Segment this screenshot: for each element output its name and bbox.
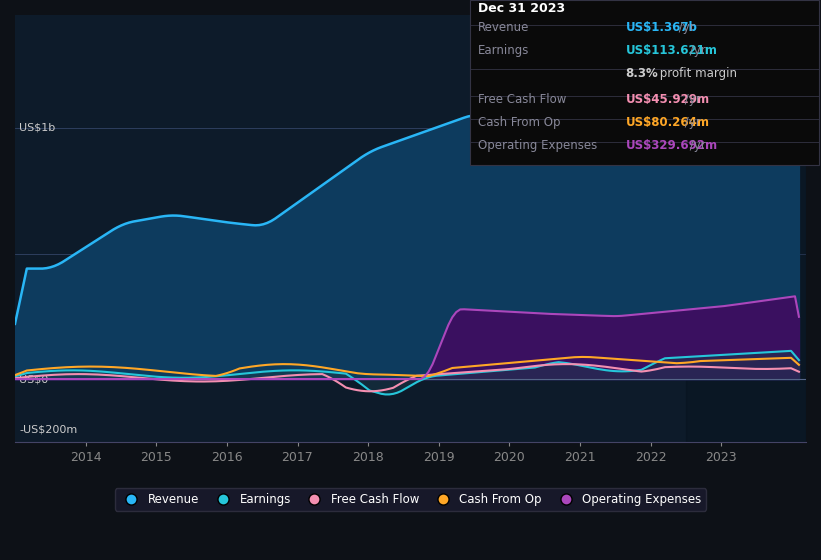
Text: Earnings: Earnings	[478, 44, 530, 57]
Text: -US$200m: -US$200m	[19, 424, 77, 435]
Text: Free Cash Flow: Free Cash Flow	[478, 93, 566, 106]
Text: Operating Expenses: Operating Expenses	[478, 139, 597, 152]
Text: /yr: /yr	[681, 93, 700, 106]
Text: Dec 31 2023: Dec 31 2023	[478, 2, 565, 15]
Text: /yr: /yr	[681, 116, 700, 129]
Text: US$1.367b: US$1.367b	[626, 21, 698, 34]
Text: Cash From Op: Cash From Op	[478, 116, 560, 129]
Text: US$80.264m: US$80.264m	[626, 116, 709, 129]
Text: /yr: /yr	[686, 44, 706, 57]
Text: profit margin: profit margin	[656, 67, 737, 80]
Text: /yr: /yr	[675, 21, 695, 34]
Text: US$45.929m: US$45.929m	[626, 93, 709, 106]
Text: Revenue: Revenue	[478, 21, 530, 34]
Text: /yr: /yr	[686, 139, 706, 152]
Text: US$0: US$0	[19, 374, 48, 384]
Text: US$1b: US$1b	[19, 123, 55, 133]
Legend: Revenue, Earnings, Free Cash Flow, Cash From Op, Operating Expenses: Revenue, Earnings, Free Cash Flow, Cash …	[115, 488, 706, 511]
Bar	[686, 15, 806, 442]
Text: US$113.621m: US$113.621m	[626, 44, 718, 57]
Text: 8.3%: 8.3%	[626, 67, 658, 80]
Text: US$329.692m: US$329.692m	[626, 139, 718, 152]
